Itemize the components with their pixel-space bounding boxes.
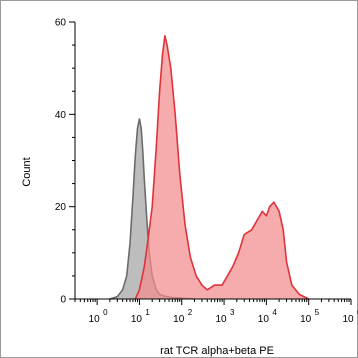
- x-tick-exponent: 4: [272, 308, 277, 317]
- axes-layer: 0204060100101102103104105106: [55, 18, 358, 326]
- series-2-line: [134, 35, 310, 300]
- y-tick-label: 60: [55, 18, 67, 29]
- y-tick-label: 20: [55, 202, 67, 213]
- x-tick-label: 10: [131, 314, 143, 325]
- series-1-area: [109, 118, 195, 300]
- x-tick-exponent: 5: [315, 308, 320, 317]
- series-layer: [109, 35, 310, 300]
- x-tick-label: 10: [89, 314, 101, 325]
- y-axis-label: Count: [21, 157, 33, 186]
- x-tick-label: 10: [300, 314, 312, 325]
- x-tick-label: 10: [215, 314, 227, 325]
- y-tick-label: 40: [55, 110, 67, 121]
- x-tick-label: 10: [258, 314, 270, 325]
- series-2-area: [135, 35, 309, 300]
- x-axis-label: rat TCR alpha+beta PE: [160, 345, 274, 357]
- x-tick-label: 10: [173, 314, 185, 325]
- x-tick-exponent: 0: [103, 308, 108, 317]
- x-tick-label: 10: [342, 314, 354, 325]
- x-tick-exponent: 2: [188, 308, 193, 317]
- x-tick-exponent: 1: [145, 308, 150, 317]
- x-tick-exponent: 3: [230, 308, 235, 317]
- y-tick-label: 0: [60, 295, 66, 306]
